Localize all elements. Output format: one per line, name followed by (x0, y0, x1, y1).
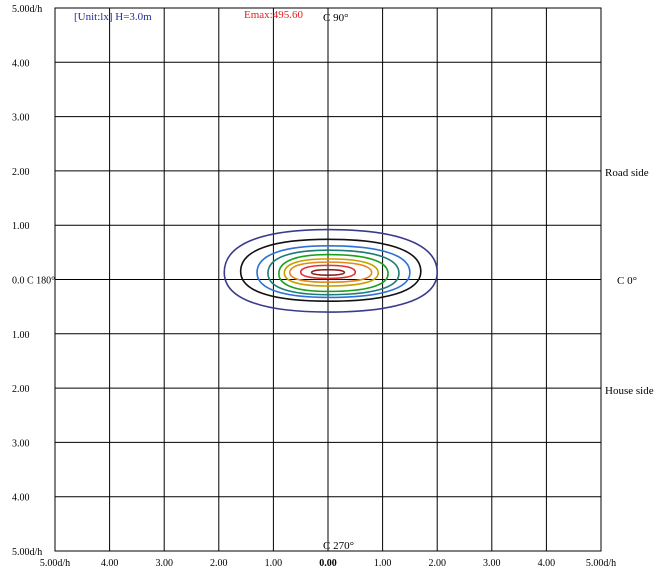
y-tick-label: 5.00d/h (12, 4, 42, 15)
y-tick-labels: 5.00d/h 4.00 3.00 2.00 1.00 0.0 C 180° 1.00 2.0… (12, 4, 55, 558)
x-tick-label: 5.00d/h (586, 558, 616, 569)
x-tick-label: 4.00 (101, 558, 119, 569)
emax-label: Emax:495.60 (244, 9, 303, 21)
x-tick-label: 3.00 (483, 558, 501, 569)
isolux-contour-2 (239, 238, 422, 303)
isolux-contour-3 (256, 245, 411, 299)
isolux-contour-5 (278, 253, 389, 293)
isolux-contour-7 (288, 261, 373, 284)
y-tick-label: 4.00 (12, 493, 30, 504)
y-tick-label: 1.00 (12, 221, 30, 232)
annotation-c270: C 270° (323, 540, 354, 552)
isolux-contour-4 (267, 249, 400, 296)
x-tick-label: 2.00 (210, 558, 228, 569)
x-tick-label: 1.00 (374, 558, 392, 569)
x-tick-labels: 5.00d/h 4.00 3.00 2.00 1.00 0.00 1.00 2.00 3.00 4… (40, 558, 616, 569)
isolux-contour-9 (310, 268, 346, 276)
annotation-c90: C 90° (323, 12, 349, 24)
road-side-label: Road side (605, 167, 649, 179)
isolux-contour-8 (299, 264, 357, 280)
x-tick-label: 2.00 (428, 558, 446, 569)
x-tick-label: 0.00 (319, 558, 337, 569)
grid (54, 7, 602, 552)
x-tick-label: 5.00d/h (40, 558, 70, 569)
y-tick-label: 3.00 (12, 438, 30, 449)
y-tick-label: 0.0 C 180° (12, 276, 55, 287)
house-side-label: House side (605, 385, 654, 397)
y-tick-label: 5.00d/h (12, 547, 42, 558)
x-tick-label: 3.00 (155, 558, 173, 569)
isolux-contour-6 (283, 258, 380, 287)
isolux-contour-1 (223, 228, 439, 313)
y-tick-label: 2.00 (12, 384, 30, 395)
unit-label: [Unit:lx] H=3.0m (74, 11, 152, 23)
y-tick-label: 1.00 (12, 330, 30, 341)
annotation-c0: C 0° (617, 275, 637, 287)
y-tick-label: 4.00 (12, 58, 30, 69)
x-tick-label: 1.00 (265, 558, 283, 569)
isolux-contours (223, 228, 439, 313)
y-tick-label: 2.00 (12, 167, 30, 178)
y-tick-label: 3.00 (12, 113, 30, 124)
x-tick-label: 4.00 (538, 558, 556, 569)
